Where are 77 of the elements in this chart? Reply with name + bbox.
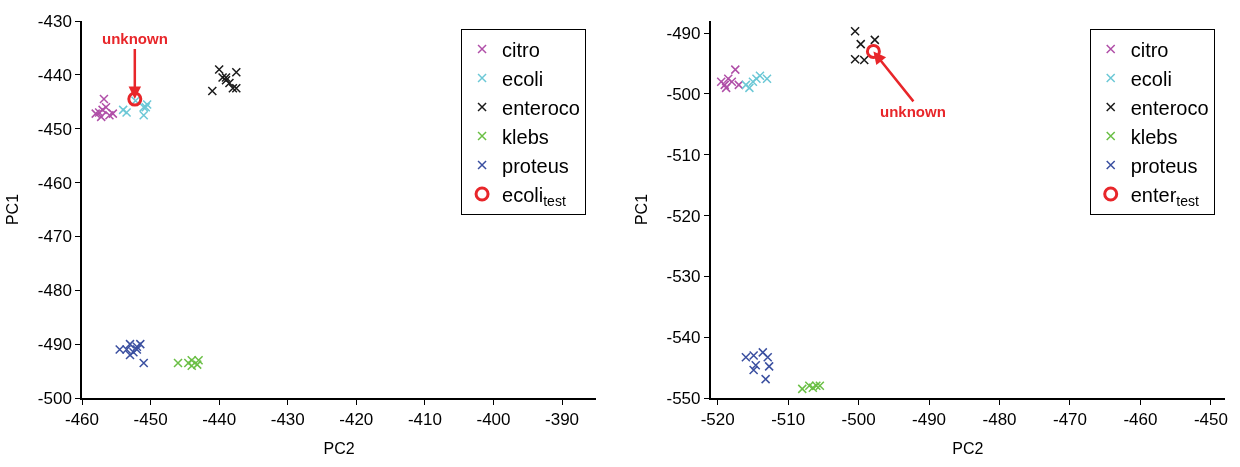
legend-label: enteroco [502, 96, 580, 119]
point [217, 72, 228, 83]
y-tick-label: -500 [37, 388, 72, 408]
legend-label: ecoli [1130, 67, 1172, 90]
point [99, 94, 109, 104]
legend-label: enter$_{test}$ [1130, 183, 1199, 210]
x-tick-label: -460 [1123, 410, 1158, 430]
y-tick-label: -470 [37, 227, 72, 247]
y-tick-label: -450 [37, 119, 72, 139]
y-tick-label: -510 [666, 145, 701, 165]
x-tick-label: -500 [841, 410, 876, 430]
point [125, 350, 135, 360]
point [850, 26, 860, 37]
x-tick-label: -450 [133, 410, 168, 430]
y-tick-label: -460 [37, 173, 72, 193]
y-tick-label: -490 [666, 24, 701, 44]
point [762, 352, 773, 363]
point [97, 105, 108, 115]
legend-label: citro [502, 38, 540, 61]
point [138, 110, 149, 120]
point [121, 107, 132, 118]
legend-label: klebs [502, 125, 549, 148]
y-tick-label: -550 [666, 388, 701, 408]
point [118, 105, 128, 115]
point [760, 374, 771, 384]
point [214, 64, 224, 75]
y-tick-label: -540 [666, 328, 701, 348]
point [90, 108, 101, 119]
x-tick-label: -410 [407, 410, 442, 430]
y-tick-label: -430 [37, 11, 72, 31]
y-tick-label: -530 [666, 267, 701, 287]
y-tick-label: -440 [37, 65, 72, 85]
legend-label: proteus [502, 154, 569, 177]
y-tick-label: -480 [37, 281, 72, 301]
x-tick-label: -480 [982, 410, 1017, 430]
x-tick-label: -510 [771, 410, 806, 430]
point [748, 365, 759, 375]
y-axis-title: PC1 [632, 193, 650, 226]
y-tick-label: -500 [666, 84, 701, 104]
point [730, 64, 741, 75]
point [127, 91, 143, 107]
y-tick-label: -520 [666, 206, 701, 226]
x-tick-label: -490 [912, 410, 947, 430]
x-tick-label: -450 [1193, 410, 1228, 430]
x-tick-label: -460 [64, 410, 100, 430]
point [138, 358, 149, 368]
point [750, 360, 761, 370]
point [231, 67, 242, 77]
legend-label: ecoli [502, 67, 544, 90]
x-tick-label: -390 [545, 410, 580, 430]
point [228, 83, 238, 94]
x-tick-label: -420 [339, 410, 374, 430]
x-tick-label: -430 [270, 410, 305, 430]
x-tick-label: -470 [1052, 410, 1088, 430]
point [207, 86, 218, 96]
legend-label: klebs [1130, 125, 1178, 148]
point [101, 102, 111, 112]
point [855, 39, 866, 49]
annotation: unknown [880, 103, 946, 120]
legend-label: citro [1130, 38, 1169, 61]
point [870, 35, 880, 45]
point [94, 107, 104, 118]
x-axis-title: PC2 [323, 440, 355, 458]
y-axis-title: PC1 [4, 193, 22, 226]
x-tick-label: -520 [700, 410, 735, 430]
point [231, 83, 242, 94]
x-tick-label: -440 [202, 410, 237, 430]
point [764, 361, 774, 372]
legend-label: enteroco [1130, 96, 1209, 119]
point [108, 108, 118, 119]
legend-label: ecoli$_{test}$ [502, 183, 566, 210]
y-tick-label: -490 [37, 335, 72, 355]
legend-label: proteus [1130, 154, 1198, 177]
x-axis-title: PC2 [952, 440, 984, 458]
annotation: unknown [102, 30, 168, 47]
point [865, 43, 881, 59]
x-tick-label: -400 [476, 410, 511, 430]
